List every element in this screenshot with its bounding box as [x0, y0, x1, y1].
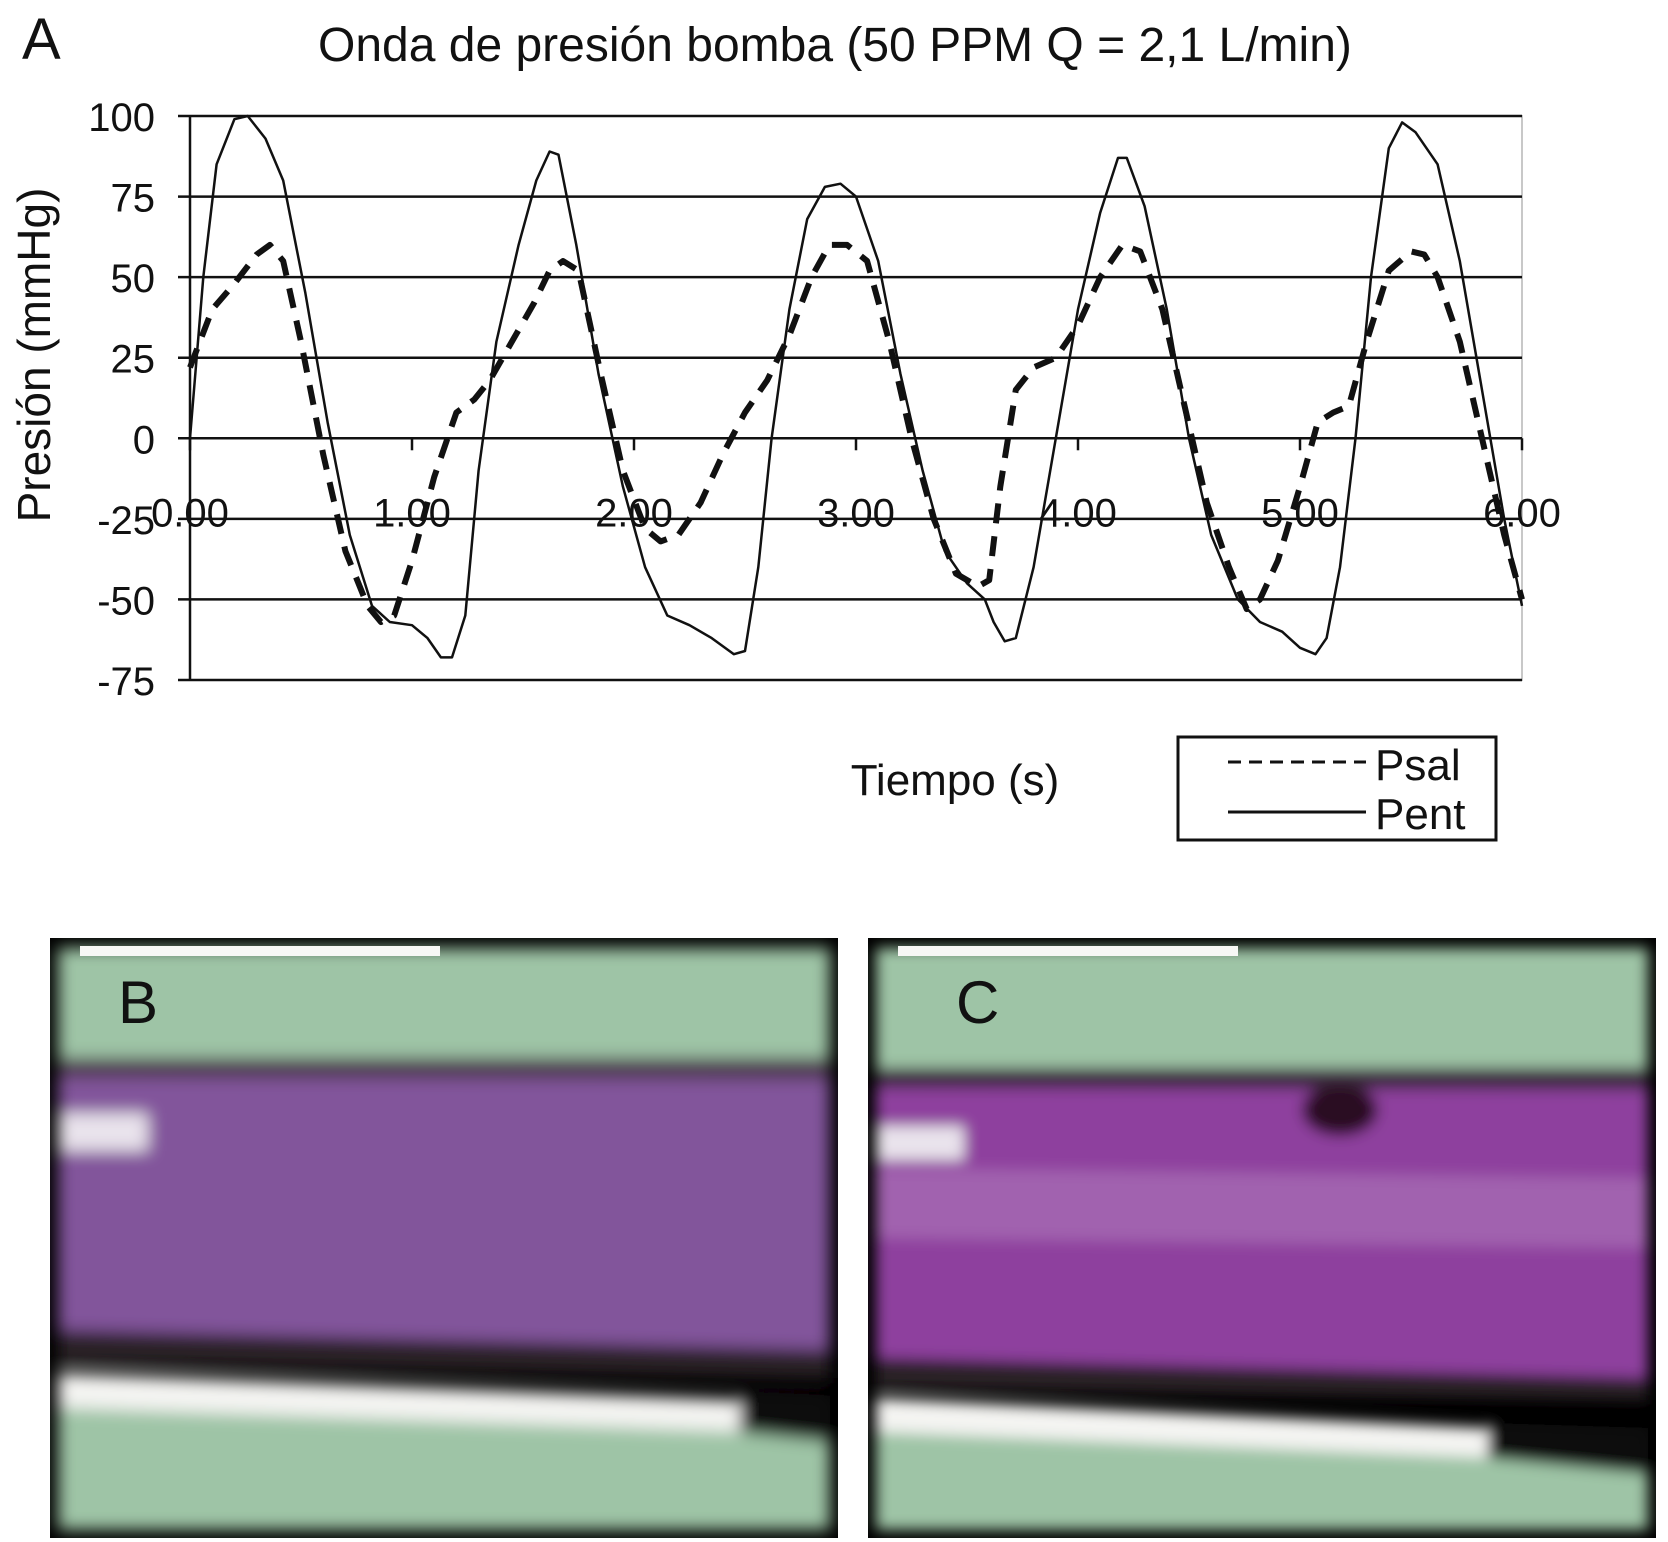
y-tick-label: 25 — [111, 338, 156, 382]
y-tick-label: 50 — [111, 257, 156, 301]
y-tick-label: 100 — [88, 96, 155, 140]
grid-lines — [178, 114, 1524, 682]
photo-panel-b: B — [50, 938, 838, 1538]
y-tick-labels: 100 75 50 25 0 -25 -50 -75 — [88, 96, 155, 704]
series-lines — [187, 114, 1525, 659]
y-axis-label: Presión (mmHg) — [8, 188, 60, 523]
x-axis-label: Tiempo (s) — [851, 756, 1060, 805]
x-tick-labels: 0.00 1.00 2.00 3.00 4.00 5.00 6.00 — [151, 491, 1561, 535]
legend-psal-label: Psal — [1375, 741, 1461, 790]
x-tick-label: 0.00 — [151, 491, 229, 535]
legend-pent-label: Pent — [1375, 790, 1466, 839]
panel-b-label: B — [118, 969, 159, 1036]
photo-c-image — [876, 946, 1648, 1530]
series-line-psal — [187, 241, 1525, 625]
y-tick-label: -50 — [97, 579, 155, 623]
photo-panel-c: C — [868, 938, 1656, 1538]
y-tick-label: -25 — [97, 499, 155, 543]
y-tick-label: 75 — [111, 177, 156, 221]
y-tick-label: -75 — [97, 660, 155, 704]
legend: Psal Pent — [1176, 735, 1498, 842]
panel-c-label: C — [956, 969, 1000, 1036]
x-tick-label: 4.00 — [1039, 491, 1117, 535]
chart-title: Onda de presión bomba (50 PPM Q = 2,1 L/… — [318, 19, 1352, 72]
plot-frame — [189, 115, 1523, 681]
photo-b-image — [58, 946, 830, 1530]
series-line-pent — [188, 114, 1524, 659]
y-tick-label: 0 — [133, 418, 155, 462]
panel-a-label: A — [22, 7, 61, 72]
x-tick-label: 5.00 — [1261, 491, 1339, 535]
x-tick-label: 3.00 — [817, 491, 895, 535]
legend-box — [1176, 735, 1498, 842]
x-tick-label: 1.00 — [373, 491, 451, 535]
